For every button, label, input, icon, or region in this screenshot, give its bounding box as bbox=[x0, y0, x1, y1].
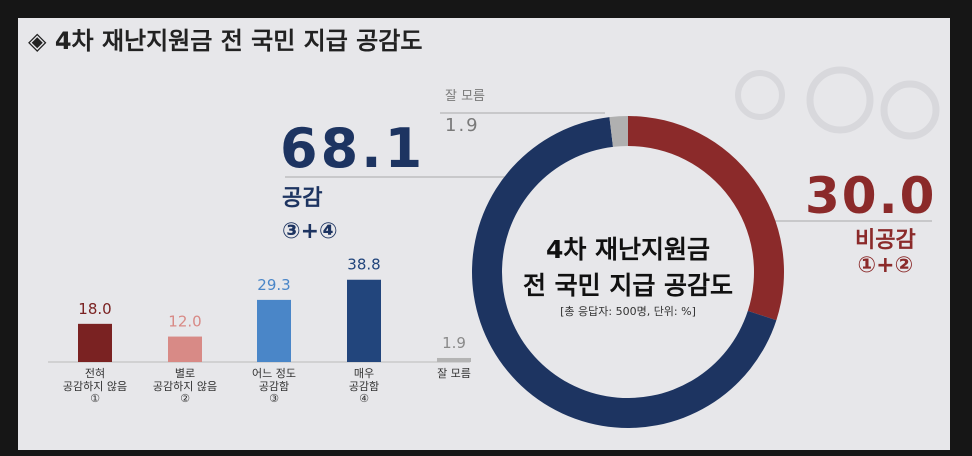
x-tick-label: 별로 공감하지 않음 ② bbox=[152, 367, 218, 406]
note: [총 응답자: 500명, 단위: %] bbox=[560, 305, 696, 318]
bar bbox=[78, 323, 112, 362]
bar bbox=[257, 299, 291, 362]
x-tick-label: 매우 공감함 ④ bbox=[348, 367, 380, 406]
donut-value-label: 1.9 bbox=[445, 115, 480, 136]
value-label: 12.0 bbox=[168, 313, 201, 331]
donut-segment bbox=[609, 116, 628, 147]
value-label: 1.9 bbox=[442, 334, 466, 352]
value-label: 18.0 bbox=[78, 300, 111, 318]
donut-category-label: 잘 모름 bbox=[445, 89, 486, 104]
donut-value-label: 30.0 bbox=[805, 167, 937, 225]
value-label: 29.3 bbox=[257, 276, 290, 294]
bar bbox=[168, 336, 202, 362]
gear-deco bbox=[735, 70, 785, 120]
gear-deco bbox=[880, 80, 940, 140]
donut-category-label: 비공감 ①+② bbox=[855, 228, 916, 279]
bar bbox=[437, 357, 471, 362]
bar bbox=[347, 279, 381, 362]
donut-category-label: 공감 ③+④ bbox=[282, 186, 338, 244]
x-tick-label: 잘 모름 bbox=[437, 367, 471, 380]
donut-segment bbox=[628, 116, 784, 321]
value-label: 38.8 bbox=[347, 256, 380, 274]
x-tick-label: 전혀 공감하지 않음 ① bbox=[62, 367, 128, 406]
x-tick-label: 어느 정도 공감함 ③ bbox=[252, 367, 296, 406]
center-title: 4차 재난지원금 전 국민 지급 공감도 bbox=[522, 235, 734, 301]
title: ◈ 4차 재난지원금 전 국민 지급 공감도 bbox=[28, 27, 423, 55]
gear-deco bbox=[806, 66, 874, 134]
donut-value-label: 68.1 bbox=[280, 117, 426, 180]
